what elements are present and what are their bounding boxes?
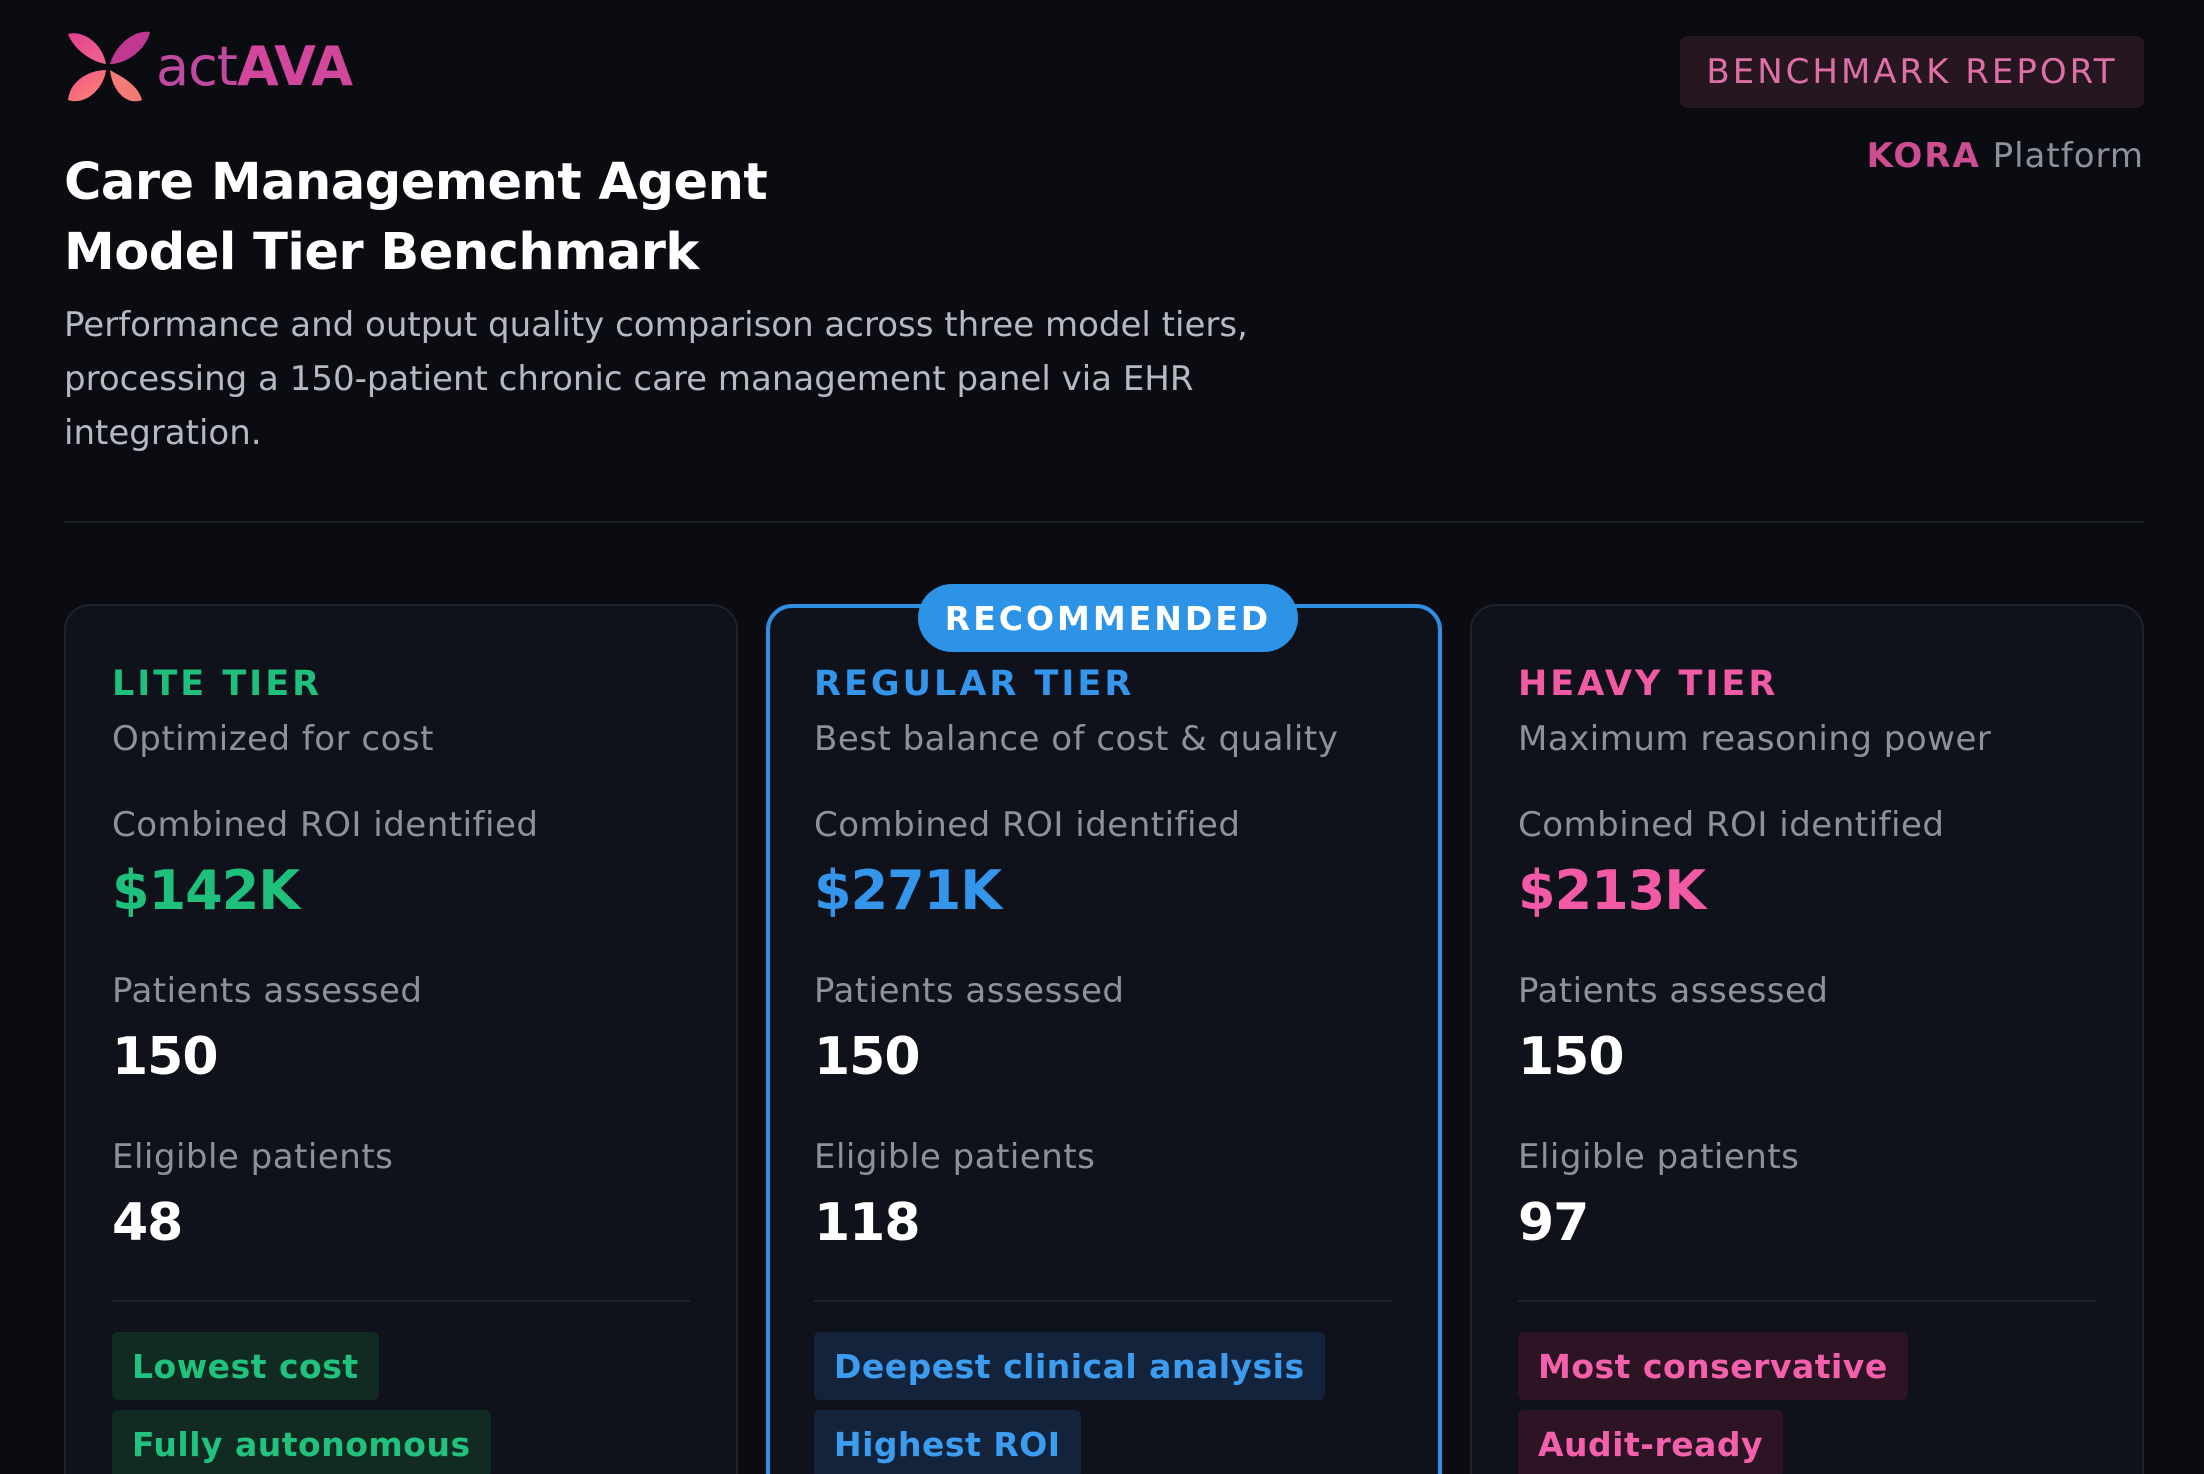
- tier-name: LITE TIER: [112, 664, 323, 704]
- eligible-patients-label: Eligible patients: [1518, 1137, 1800, 1177]
- eligible-patients-label: Eligible patients: [814, 1137, 1096, 1177]
- logo: actAVA: [62, 26, 353, 108]
- tier-card-lite: LITE TIER Optimized for cost Combined RO…: [64, 604, 738, 1474]
- platform-label: KORA Platform: [1867, 136, 2144, 176]
- benchmark-report-badge: BENCHMARK REPORT: [1680, 36, 2144, 108]
- tier-name: HEAVY TIER: [1518, 664, 1779, 704]
- tier-name: REGULAR TIER: [814, 664, 1135, 704]
- page-subtitle: Performance and output quality compariso…: [64, 305, 1248, 453]
- tag-most-conservative: Most conservative: [1518, 1332, 1908, 1400]
- tag-fully-autonomous: Fully autonomous: [112, 1410, 491, 1474]
- patients-assessed-value: 150: [1518, 1027, 1625, 1087]
- tier-description: Maximum reasoning power: [1518, 719, 1992, 759]
- patients-assessed-value: 150: [112, 1027, 219, 1087]
- roi-label: Combined ROI identified: [112, 805, 539, 845]
- tier-description: Optimized for cost: [112, 719, 434, 759]
- tier-description: Best balance of cost & quality: [814, 719, 1339, 759]
- tag-highest-roi: Highest ROI: [814, 1410, 1081, 1474]
- patients-assessed-value: 150: [814, 1027, 921, 1087]
- eligible-patients-value: 97: [1518, 1193, 1589, 1253]
- roi-value: $271K: [814, 859, 1002, 922]
- platform-suffix: Platform: [1992, 136, 2144, 176]
- eligible-patients-value: 48: [112, 1193, 183, 1253]
- card-divider: [1518, 1300, 2096, 1302]
- recommended-badge: RECOMMENDED: [918, 584, 1298, 652]
- tag-lowest-cost: Lowest cost: [112, 1332, 379, 1400]
- page-title: Care Management Agent Model Tier Benchma…: [64, 148, 768, 288]
- roi-label: Combined ROI identified: [814, 805, 1241, 845]
- logo-text-act: act: [156, 35, 238, 98]
- eligible-patients-value: 118: [814, 1193, 921, 1253]
- roi-value: $213K: [1518, 859, 1706, 922]
- butterfly-logo-icon: [68, 31, 150, 102]
- page-title-line1: Care Management Agent: [64, 153, 768, 212]
- patients-assessed-label: Patients assessed: [1518, 971, 1829, 1011]
- tag-list: Lowest cost Fully autonomous: [112, 1332, 690, 1474]
- roi-value: $142K: [112, 859, 300, 922]
- page-title-line2: Model Tier Benchmark: [64, 223, 699, 282]
- tag-audit-ready: Audit-ready: [1518, 1410, 1783, 1474]
- card-divider: [112, 1300, 690, 1302]
- patients-assessed-label: Patients assessed: [112, 971, 423, 1011]
- eligible-patients-label: Eligible patients: [112, 1137, 394, 1177]
- card-divider: [814, 1300, 1392, 1302]
- tier-card-heavy: HEAVY TIER Maximum reasoning power Combi…: [1470, 604, 2144, 1474]
- patients-assessed-label: Patients assessed: [814, 971, 1125, 1011]
- tag-list: Most conservative Audit-ready: [1518, 1332, 2096, 1474]
- logo-text-ava: AVA: [236, 35, 353, 98]
- header-divider: [64, 521, 2144, 523]
- platform-name: KORA: [1866, 136, 1981, 176]
- tag-list: Deepest clinical analysis Highest ROI: [814, 1332, 1392, 1474]
- tag-deepest-clinical-analysis: Deepest clinical analysis: [814, 1332, 1325, 1400]
- tier-card-regular: RECOMMENDED REGULAR TIER Best balance of…: [766, 584, 1442, 1474]
- roi-label: Combined ROI identified: [1518, 805, 1945, 845]
